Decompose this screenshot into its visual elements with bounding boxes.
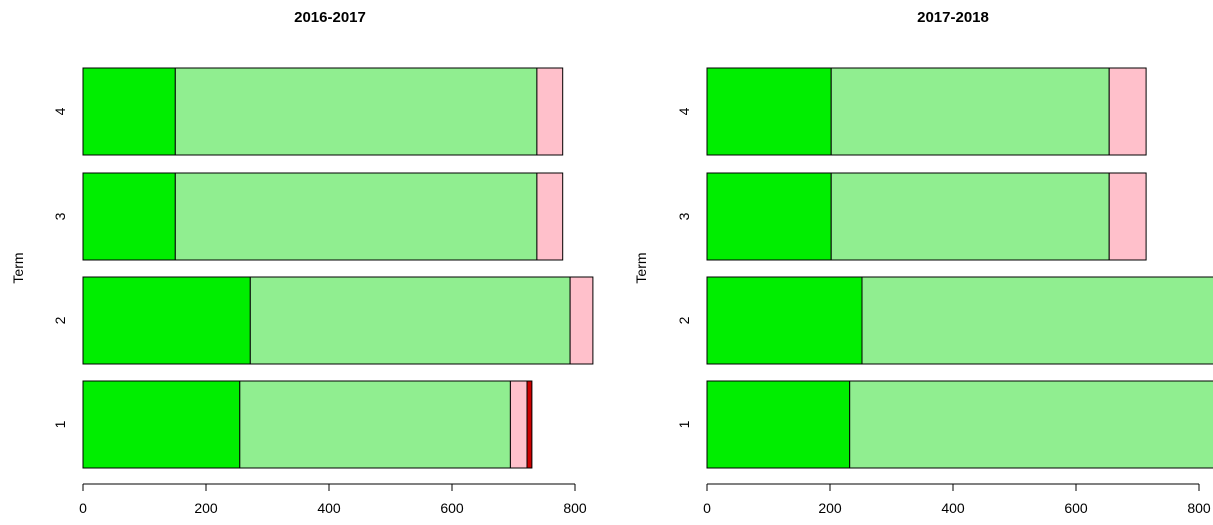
bar-term4-segment3 xyxy=(536,67,564,156)
chart-panel-2017-2018: 2017-2018 Term 1 2 3 4 0 200 400 600 800 xyxy=(633,9,1213,516)
x-tick-label-800: 800 xyxy=(1187,500,1211,516)
bar-term1-segment2 xyxy=(849,380,1213,469)
y-tick-label-2: 2 xyxy=(676,316,692,324)
bar-term4-segment2 xyxy=(830,67,1110,156)
bar-term2-segment3 xyxy=(569,276,594,365)
bar-term3-segment3 xyxy=(1108,172,1147,261)
x-tick-label-600: 600 xyxy=(440,500,464,516)
chart-title: 2017-2018 xyxy=(917,9,989,26)
bar-term3-segment2 xyxy=(830,172,1110,261)
bar-term2-segment2 xyxy=(861,276,1213,365)
x-tick-label-200: 200 xyxy=(194,500,218,516)
bar-term3-segment2 xyxy=(174,172,538,261)
y-axis-label: Term xyxy=(633,252,649,283)
bar-term4-segment2 xyxy=(174,67,538,156)
bar-term1-segment3 xyxy=(509,380,528,469)
bar-term1-segment1 xyxy=(82,380,241,469)
y-tick-label-4: 4 xyxy=(676,107,692,115)
y-tick-label-1: 1 xyxy=(676,420,692,428)
chart-title: 2016-2017 xyxy=(294,9,366,26)
chart-panel-2016-2017: 2016-2017 Term 1 2 3 4 0 200 400 600 800 xyxy=(10,9,594,516)
bar-term4-segment1 xyxy=(82,67,176,156)
bar-term2-segment1 xyxy=(82,276,251,365)
y-axis-label: Term xyxy=(10,252,26,283)
x-tick-label-0: 0 xyxy=(79,500,87,516)
bar-term2-segment1 xyxy=(706,276,863,365)
x-tick-label-800: 800 xyxy=(563,500,587,516)
bar-term1-segment2 xyxy=(239,380,511,469)
y-tick-label-4: 4 xyxy=(52,107,68,115)
bar-term3-segment1 xyxy=(706,172,832,261)
x-tick-label-400: 400 xyxy=(317,500,341,516)
x-tick-label-400: 400 xyxy=(941,500,965,516)
x-tick-label-0: 0 xyxy=(703,500,711,516)
y-tick-label-3: 3 xyxy=(676,212,692,220)
bar-term4-segment3 xyxy=(1108,67,1147,156)
bar-term1-segment1 xyxy=(706,380,851,469)
bar-term4-segment1 xyxy=(706,67,832,156)
bar-term3-segment3 xyxy=(536,172,564,261)
y-tick-label-1: 1 xyxy=(52,420,68,428)
bar-term1-segment4 xyxy=(526,380,533,469)
bar-term2-segment2 xyxy=(249,276,571,365)
x-tick-label-600: 600 xyxy=(1064,500,1088,516)
x-tick-label-200: 200 xyxy=(818,500,842,516)
y-tick-label-3: 3 xyxy=(52,212,68,220)
bar-term3-segment1 xyxy=(82,172,176,261)
y-tick-label-2: 2 xyxy=(52,316,68,324)
